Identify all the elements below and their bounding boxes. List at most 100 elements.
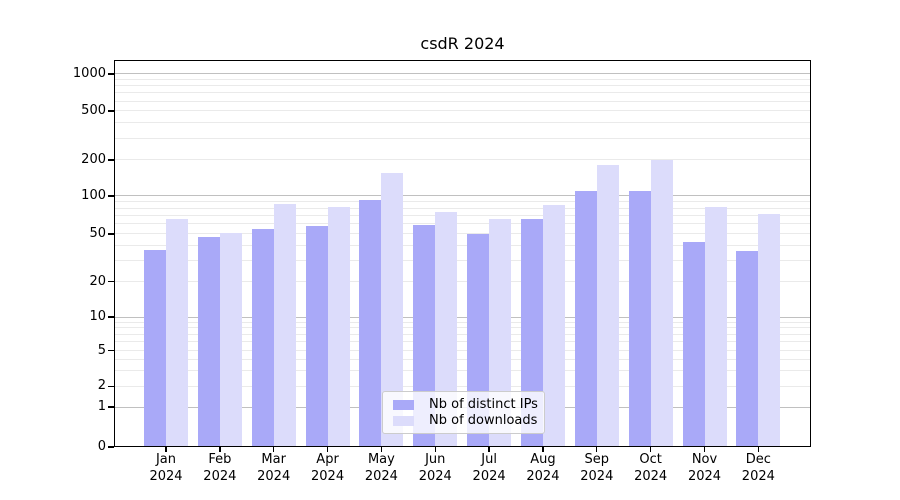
gridline-minor (114, 122, 811, 124)
x-tick-label-year: 2024 (687, 469, 722, 484)
y-tick-mark (108, 280, 114, 283)
x-tick-mark (649, 447, 652, 452)
x-tick-label-month: Jan (155, 452, 177, 467)
x-tick-label-year: 2024 (149, 469, 183, 484)
gridline-minor (114, 137, 811, 139)
y-tick-mark (108, 110, 114, 112)
gridline-major (114, 195, 811, 197)
x-tick-label: Sep 2024 (569, 451, 625, 485)
x-tick-mark (434, 447, 436, 452)
legend-swatch-distinct-ips (393, 399, 414, 410)
bar-distinct-ips-jan (144, 249, 166, 447)
x-tick-label-year: 2024 (418, 469, 452, 484)
x-tick-mark (219, 447, 221, 452)
gridline-minor (114, 233, 811, 235)
bar-distinct-ips-may (359, 200, 382, 447)
x-tick-mark (596, 447, 598, 452)
y-tick-mark (108, 233, 114, 235)
gridline-minor (114, 92, 811, 94)
x-tick-label-year: 2024 (472, 469, 506, 484)
y-tick-mark (108, 73, 114, 75)
x-tick-label: Jan 2024 (138, 451, 194, 485)
x-tick-label-month: Sep (584, 452, 610, 467)
gridline-minor (114, 100, 811, 102)
x-tick-mark (488, 447, 490, 452)
x-tick-label-year: 2024 (526, 469, 560, 484)
gridline-minor (114, 370, 811, 372)
y-tick-label: 0 (97, 439, 106, 454)
bar-distinct-ips-apr (305, 225, 328, 447)
y-tick-mark (108, 406, 114, 408)
gridline-minor (114, 358, 811, 360)
plot-area: Nb of distinct IPs Nb of downloads (114, 60, 811, 447)
y-tick-mark (108, 159, 114, 161)
gridline-minor (114, 201, 811, 203)
x-tick-mark (703, 447, 706, 452)
x-tick-label-month: Dec (745, 452, 771, 467)
gridline-minor (114, 85, 811, 87)
y-tick-mark (108, 316, 114, 318)
y-tick-label: 1000 (72, 65, 106, 81)
x-tick-label-year: 2024 (634, 469, 668, 484)
x-tick-label: Mar 2024 (246, 451, 302, 485)
gridline-minor (114, 385, 811, 387)
legend-item-downloads: Nb of downloads (391, 413, 538, 428)
bar-distinct-ips-sep (574, 190, 597, 447)
bar-distinct-ips-dec (736, 250, 759, 447)
x-tick-label-year: 2024 (580, 469, 614, 484)
legend-label-downloads: Nb of downloads (429, 413, 538, 428)
legend-item-distinct-ips: Nb of distinct IPs (391, 397, 538, 412)
x-tick-label-month: Nov (691, 452, 718, 467)
gridline-minor (114, 223, 811, 225)
y-tick-label: 1 (97, 399, 106, 415)
x-tick-mark (542, 447, 544, 452)
gridline-minor (114, 244, 811, 246)
x-tick-label: Jul 2024 (461, 451, 517, 485)
bar-downloads-dec (758, 213, 781, 447)
x-tick-label: Apr 2024 (300, 451, 356, 485)
bar-downloads-may (381, 173, 404, 447)
gridline-minor (114, 350, 811, 352)
y-tick-label: 10 (89, 309, 106, 325)
y-tick-mark (108, 195, 114, 197)
x-tick-label: Nov 2024 (677, 451, 733, 485)
legend-label-distinct-ips: Nb of distinct IPs (429, 397, 538, 412)
bar-distinct-ips-nov (682, 241, 705, 447)
bar-downloads-mar (273, 203, 296, 447)
gridline-major (114, 73, 811, 75)
bar-downloads-jun (435, 212, 458, 447)
bar-downloads-aug (542, 204, 565, 447)
x-tick-label-month: May (367, 452, 395, 467)
y-tick-mark (108, 385, 114, 388)
x-tick-label-year: 2024 (257, 469, 291, 484)
x-tick-label-year: 2024 (311, 469, 345, 484)
x-tick-label-year: 2024 (741, 469, 775, 484)
gridline-minor (114, 79, 811, 81)
x-tick-label-month: Oct (639, 452, 662, 467)
x-tick-label-year: 2024 (364, 469, 398, 484)
x-tick-label: Feb 2024 (192, 451, 248, 485)
gridline-minor (114, 159, 811, 161)
x-tick-label-month: Aug (530, 452, 556, 467)
bar-distinct-ips-feb (197, 237, 220, 447)
x-tick-mark (380, 447, 383, 452)
gridline-minor (114, 214, 811, 216)
y-tick-label: 100 (81, 187, 106, 203)
x-tick-label-month: Jul (481, 452, 497, 467)
x-tick-mark (757, 447, 760, 452)
bar-distinct-ips-oct (628, 190, 651, 447)
gridline-minor (114, 207, 811, 209)
gridline-major (114, 316, 811, 318)
x-tick-label: Aug 2024 (515, 451, 571, 485)
gridline-minor (114, 321, 811, 323)
legend-swatch-downloads (393, 415, 414, 426)
gridline-minor (114, 281, 811, 283)
x-tick-label-month: Jun (425, 452, 446, 467)
x-tick-label: Dec 2024 (730, 451, 786, 485)
y-tick-mark (108, 446, 114, 448)
x-tick-label: May 2024 (353, 451, 409, 485)
x-tick-label: Oct 2024 (623, 451, 679, 485)
y-tick-label: 20 (89, 273, 106, 289)
x-tick-label: Jun 2024 (407, 451, 463, 485)
